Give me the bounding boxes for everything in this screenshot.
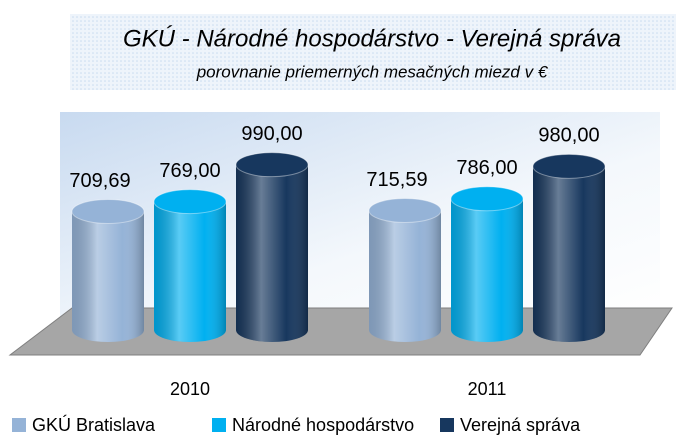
cylinder	[71, 198, 145, 342]
cylinder-top	[532, 153, 606, 179]
cylinder-shine	[369, 210, 441, 342]
legend-swatch	[440, 418, 454, 432]
data-label: 715,59	[366, 169, 427, 191]
cylinder-top	[235, 152, 309, 178]
x-tick-label: 2010	[170, 379, 210, 399]
title-box	[70, 14, 676, 90]
legend-label: Verejná správa	[460, 415, 581, 435]
data-label: 990,00	[241, 123, 302, 145]
cylinder-shine	[72, 211, 144, 342]
cylinder-shine	[236, 164, 308, 342]
legend-label: Národné hospodárstvo	[232, 415, 414, 435]
chart-subtitle: porovnanie priemerných mesačných miezd v…	[196, 62, 549, 81]
legend-swatch	[12, 418, 26, 432]
legend-swatch	[212, 418, 226, 432]
data-label: 769,00	[159, 160, 220, 182]
legend-label: GKÚ Bratislava	[32, 414, 156, 435]
cylinder-top	[450, 186, 524, 212]
cylinder	[368, 197, 442, 342]
data-label: 786,00	[456, 157, 517, 179]
cylinder	[532, 153, 606, 342]
x-tick-label: 2011	[468, 379, 507, 399]
cylinder	[235, 152, 309, 342]
cylinder-top	[71, 198, 145, 224]
data-label: 980,00	[538, 125, 599, 147]
cylinder	[153, 189, 227, 342]
cylinder-top	[153, 189, 227, 215]
cylinder-shine	[451, 198, 523, 342]
chart-title: GKÚ - Národné hospodárstvo - Verejná spr…	[123, 25, 621, 52]
cylinder	[450, 186, 524, 342]
cylinder-shine	[154, 201, 226, 342]
cylinder-top	[368, 197, 442, 223]
cylinder-shine	[533, 166, 605, 342]
data-label: 709,69	[69, 170, 130, 192]
